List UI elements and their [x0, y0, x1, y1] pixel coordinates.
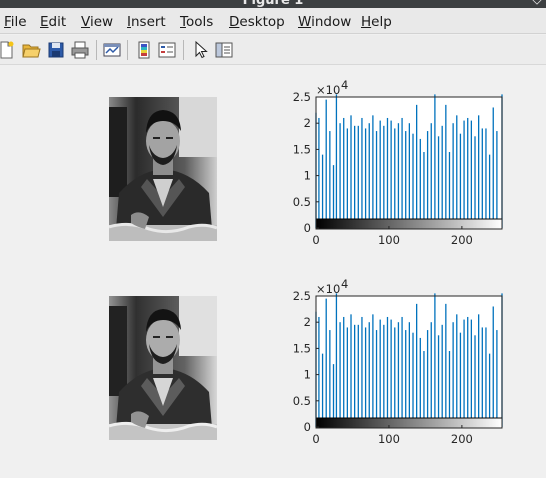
- save-icon[interactable]: [46, 40, 66, 60]
- menu-help[interactable]: Help: [361, 14, 392, 30]
- axes-frame: [315, 96, 503, 230]
- property-inspector-icon[interactable]: [214, 40, 234, 60]
- y-exponent-power: 4: [341, 80, 348, 92]
- maximize-icon[interactable]: ◇: [532, 0, 542, 7]
- menu-bar: File Edit View Insert Tools Desktop Wind…: [0, 8, 546, 34]
- x-tick-label: 100: [378, 432, 400, 446]
- y-tick-label: 1.5: [293, 341, 311, 355]
- menu-desktop[interactable]: Desktop: [229, 14, 285, 30]
- y-tick-label: 2: [304, 315, 311, 329]
- menu-tools[interactable]: Tools: [180, 14, 214, 30]
- x-tick-label: 100: [378, 233, 400, 247]
- new-figure-icon[interactable]: [0, 40, 16, 60]
- grayscale-colorbar: [315, 417, 503, 429]
- menu-insert[interactable]: Insert: [127, 14, 166, 30]
- y-tick-label: 2.5: [293, 289, 311, 303]
- y-tick-label: 2.5: [293, 90, 311, 104]
- figure-canvas: 0 0.5 1 1.5 2 2.5 0 100 200 ×10 4 0 0.5 1 1.5 2 2.5 0 100…: [0, 66, 546, 478]
- toolbar-separator: [127, 40, 128, 60]
- toolbar: [0, 35, 546, 65]
- y-tick-label: 1: [304, 368, 311, 382]
- y-tick-label: 0: [304, 420, 311, 434]
- edit-plot-icon[interactable]: [191, 40, 211, 60]
- y-tick-label: 2: [304, 116, 311, 130]
- y-exponent-power: 4: [341, 279, 348, 291]
- x-tick-label: 0: [312, 233, 319, 247]
- axes-frame: [315, 295, 503, 429]
- histogram-chart-bottom: 0 0.5 1 1.5 2 2.5 0 100 200 ×10 4: [293, 279, 503, 446]
- x-tick-label: 0: [312, 432, 319, 446]
- y-exponent-label: ×10: [316, 282, 340, 296]
- histogram-chart-top: 0 0.5 1 1.5 2 2.5 0 100 200 ×10 4: [293, 80, 503, 247]
- y-tick-label: 1.5: [293, 142, 311, 156]
- menu-edit[interactable]: Edit: [40, 14, 67, 30]
- x-tick-label: 200: [451, 233, 473, 247]
- y-tick-label: 0: [304, 221, 311, 235]
- y-exponent-label: ×10: [316, 83, 340, 97]
- insert-legend-icon[interactable]: [157, 40, 177, 60]
- menu-window[interactable]: Window: [298, 14, 352, 30]
- toolbar-separator: [183, 40, 184, 60]
- toolbar-separator: [96, 40, 97, 60]
- x-tick-label: 200: [451, 432, 473, 446]
- menu-file[interactable]: File: [4, 14, 27, 30]
- open-file-icon[interactable]: [21, 40, 41, 60]
- grayscale-colorbar: [315, 218, 503, 230]
- title-bar: Figure 1 ‒ ◇: [0, 0, 546, 8]
- menu-view[interactable]: View: [81, 14, 114, 30]
- y-tick-label: 0.5: [293, 394, 311, 408]
- grayscale-image-enhanced: [109, 296, 217, 440]
- minimize-icon[interactable]: ‒: [507, 0, 515, 7]
- insert-colorbar-icon[interactable]: [134, 40, 154, 60]
- grayscale-image-original: [109, 97, 217, 241]
- link-plot-icon[interactable]: [102, 40, 122, 60]
- y-tick-label: 0.5: [293, 195, 311, 209]
- print-icon[interactable]: [70, 40, 90, 60]
- y-tick-label: 1: [304, 169, 311, 183]
- window-title: Figure 1: [242, 0, 304, 8]
